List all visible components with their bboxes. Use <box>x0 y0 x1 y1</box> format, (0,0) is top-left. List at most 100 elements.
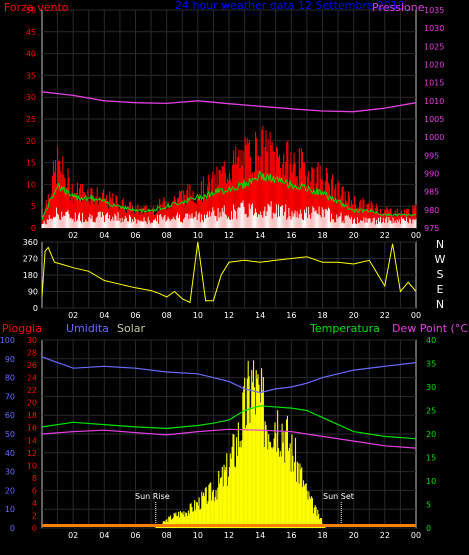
rain-baseline <box>42 524 416 527</box>
y-right-tick-label: 975 <box>424 224 439 233</box>
chart-title: 24 hour weather data 12 Settembre 2018 <box>175 0 405 12</box>
y-humidity-tick-label: 30 <box>5 468 15 477</box>
x-tick-label: 14 <box>255 311 265 320</box>
x-tick-label: 22 <box>380 531 390 540</box>
x-tick-label: 04 <box>99 311 109 320</box>
x-tick-label: 04 <box>99 231 109 240</box>
x-tick-label: 18 <box>317 531 327 540</box>
y-rain-tick-label: 20 <box>27 399 37 408</box>
x-tick-label: 06 <box>130 531 140 540</box>
x-tick-label: 10 <box>193 231 203 240</box>
x-tick-label: 16 <box>286 231 296 240</box>
y-rain-tick-label: 12 <box>27 449 37 458</box>
y-temperature-tick-label: 0 <box>426 524 431 533</box>
x-tick-label: 00 <box>411 531 421 540</box>
y-rain-tick-label: 28 <box>27 349 37 358</box>
x-tick-label: 18 <box>317 311 327 320</box>
sunrise-annotation: Sun Rise <box>135 492 170 501</box>
y-rain-tick-label: 26 <box>27 361 37 370</box>
y-right-tick-label: 995 <box>424 151 439 160</box>
y-rain-tick-label: 6 <box>32 486 37 495</box>
x-tick-label: 12 <box>224 311 234 320</box>
y-right-tick-label: 1025 <box>424 42 444 51</box>
y-humidity-tick-label: 50 <box>5 430 15 439</box>
y-rain-tick-label: 22 <box>27 386 37 395</box>
y-right-tick-label: 1000 <box>424 133 444 142</box>
y-left-tick-label: 5 <box>31 202 36 211</box>
x-tick-label: 04 <box>99 531 109 540</box>
y-left-tick-label: 35 <box>26 71 36 80</box>
y-right-tick-label: 1030 <box>424 24 444 33</box>
wind-average-line <box>41 169 417 221</box>
temperature-axis-label: Temperatura <box>309 322 380 335</box>
x-tick-label: 06 <box>130 231 140 240</box>
temperature-line <box>41 405 417 440</box>
humidity-line <box>41 356 417 394</box>
solar-axis-label: Solar <box>117 322 146 335</box>
y-temperature-tick-label: 10 <box>426 477 436 486</box>
x-tick-label: 22 <box>380 311 390 320</box>
y-right-tick-label: 990 <box>424 170 439 179</box>
x-tick-label: 14 <box>255 231 265 240</box>
y-right-tick-label: 1010 <box>424 97 444 106</box>
y-rain-tick-label: 16 <box>27 424 37 433</box>
y-rain-tick-label: 10 <box>27 461 37 470</box>
y-left-tick-label: 25 <box>26 115 36 124</box>
x-tick-label: 16 <box>286 531 296 540</box>
x-tick-label: 20 <box>349 531 359 540</box>
wind-axis-label: Forza vento <box>4 1 69 14</box>
y-temperature-tick-label: 30 <box>426 383 436 392</box>
y-left-tick-label: 50 <box>26 6 36 15</box>
rain-axis-label: Pioggia <box>2 322 42 335</box>
y-temperature-tick-label: 40 <box>426 336 436 345</box>
y-rain-tick-label: 30 <box>27 336 37 345</box>
y-rain-tick-label: 2 <box>32 511 37 520</box>
y-humidity-tick-label: 100 <box>0 336 15 345</box>
dewpoint-axis-label: Dew Point (°C) <box>392 322 469 335</box>
y-right-tick-label: 1015 <box>424 79 444 88</box>
y-direction-tick-label: 270 <box>23 255 38 264</box>
y-humidity-tick-label: 20 <box>5 486 15 495</box>
x-tick-label: 02 <box>68 531 78 540</box>
x-tick-label: 06 <box>130 311 140 320</box>
y-temperature-tick-label: 25 <box>426 407 436 416</box>
y-temperature-tick-label: 5 <box>426 501 431 510</box>
x-tick-label: 10 <box>193 531 203 540</box>
wind-direction-line <box>41 241 417 304</box>
x-tick-label: 14 <box>255 531 265 540</box>
y-rain-tick-label: 4 <box>32 499 37 508</box>
x-tick-label: 16 <box>286 311 296 320</box>
y-rain-tick-label: 24 <box>27 374 37 383</box>
compass-label: E <box>437 283 444 296</box>
compass-label: N <box>436 238 444 251</box>
y-temperature-tick-label: 35 <box>426 360 436 369</box>
y-rain-tick-label: 0 <box>32 524 37 533</box>
pressure-axis-label: Pressione <box>372 1 425 14</box>
compass-label: W <box>435 253 446 266</box>
y-humidity-tick-label: 70 <box>5 392 15 401</box>
x-tick-label: 02 <box>68 311 78 320</box>
sunset-annotation: Sun Set <box>323 492 354 501</box>
y-rain-tick-label: 18 <box>27 411 37 420</box>
x-tick-label: 08 <box>162 531 172 540</box>
y-right-tick-label: 985 <box>424 188 439 197</box>
y-left-tick-label: 0 <box>31 224 36 233</box>
y-right-tick-label: 1020 <box>424 61 444 70</box>
x-tick-label: 08 <box>162 311 172 320</box>
compass-label: S <box>437 268 444 281</box>
humidity-axis-label: Umidita <box>66 322 109 335</box>
x-tick-label: 00 <box>411 231 421 240</box>
y-direction-tick-label: 360 <box>23 238 38 247</box>
y-temperature-tick-label: 15 <box>426 454 436 463</box>
y-right-tick-label: 1005 <box>424 115 444 124</box>
x-tick-label: 20 <box>349 231 359 240</box>
pressure-line <box>41 91 417 113</box>
y-rain-tick-label: 8 <box>32 474 37 483</box>
y-humidity-tick-label: 10 <box>5 505 15 514</box>
y-left-tick-label: 15 <box>26 159 36 168</box>
y-direction-tick-label: 90 <box>28 288 38 297</box>
y-direction-tick-label: 180 <box>23 271 38 280</box>
y-temperature-tick-label: 20 <box>426 430 436 439</box>
x-tick-label: 18 <box>317 231 327 240</box>
